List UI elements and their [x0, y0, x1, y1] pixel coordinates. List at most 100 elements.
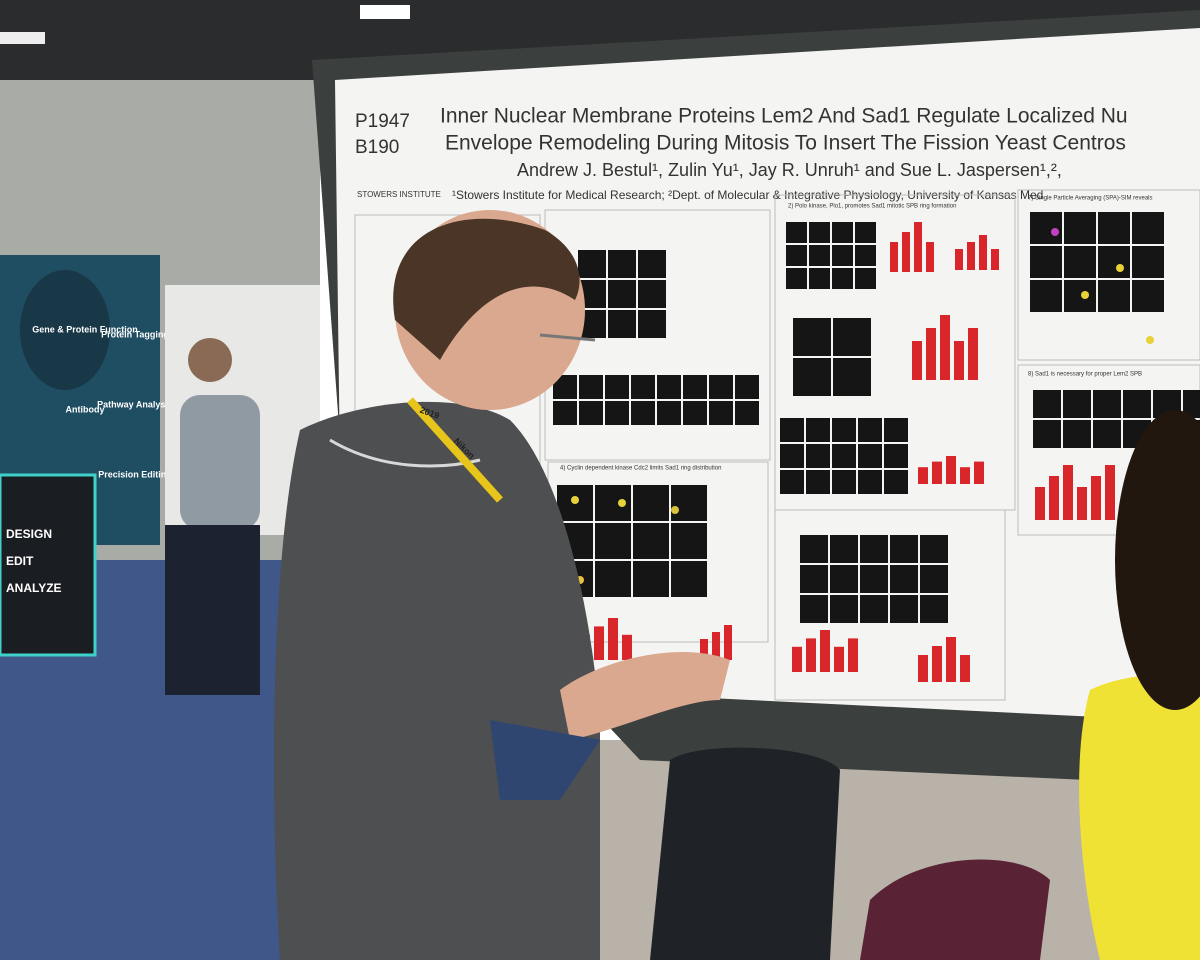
hair	[393, 218, 580, 360]
micrograph	[800, 595, 828, 623]
poster-bar	[594, 626, 604, 660]
micrograph	[605, 401, 629, 425]
poster-title: Inner Nuclear Membrane Proteins Lem2 And…	[440, 105, 1128, 128]
micrograph	[884, 444, 908, 468]
kiosk-text: EDIT	[6, 554, 34, 568]
micrograph	[638, 310, 666, 338]
poster-bar	[914, 222, 922, 272]
micrograph	[579, 401, 603, 425]
poster-bar	[1049, 476, 1059, 520]
micrograph	[1030, 280, 1062, 312]
micrograph	[709, 401, 733, 425]
poster-bar	[946, 637, 956, 682]
micrograph	[786, 268, 807, 289]
micrograph	[830, 595, 858, 623]
micrograph	[800, 565, 828, 593]
micrograph	[884, 470, 908, 494]
micrograph	[1132, 212, 1164, 244]
poster-bar	[712, 632, 720, 660]
poster-panel	[1017, 364, 1200, 536]
fluorescence	[671, 506, 679, 514]
poster-bar	[991, 249, 999, 270]
micrograph	[709, 375, 733, 399]
micrograph	[595, 561, 631, 597]
micrograph	[1030, 246, 1062, 278]
micrograph	[1064, 212, 1096, 244]
poster-bar	[960, 655, 970, 682]
section-heading: 8) Sad1 is necessary for proper Lem2 SPB	[1028, 372, 1142, 378]
micrograph	[858, 444, 882, 468]
micrograph	[830, 535, 858, 563]
poster-id: P1947	[355, 111, 410, 132]
micrograph	[633, 485, 669, 521]
fluorescence	[1081, 291, 1089, 299]
micrograph	[553, 401, 577, 425]
micrograph	[855, 245, 876, 266]
micrograph	[1033, 420, 1061, 448]
micrograph	[786, 222, 807, 243]
section-heading: 2) Polo kinase, Plo1, promotes Sad1 mito…	[788, 204, 956, 210]
poster-authors: Andrew J. Bestul¹, Zulin Yu¹, Jay R. Unr…	[517, 160, 1062, 180]
fluorescence	[571, 496, 579, 504]
glasses	[539, 333, 596, 342]
person-head	[188, 338, 232, 382]
poster-bar	[890, 242, 898, 272]
micrograph	[830, 565, 858, 593]
micrograph	[1098, 246, 1130, 278]
micrograph	[780, 470, 804, 494]
micrograph	[633, 561, 669, 597]
micrograph	[605, 375, 629, 399]
micrograph	[786, 245, 807, 266]
micrograph	[860, 565, 888, 593]
micrograph	[780, 418, 804, 442]
section-heading: 7) Single Particle Averaging (SPA)-SIM r…	[1028, 196, 1153, 202]
micrograph	[890, 565, 918, 593]
poster-bar	[1063, 465, 1073, 520]
person-shirt	[1079, 675, 1200, 960]
poster-bar	[967, 242, 975, 270]
micrograph	[735, 375, 759, 399]
poster-bar	[912, 341, 922, 380]
micrograph	[1064, 280, 1096, 312]
section-heading: 4) Cyclin dependent kinase Cdc2 limits S…	[560, 466, 721, 472]
poster-bar	[918, 655, 928, 682]
fluorescence	[1116, 264, 1124, 272]
poster-bar	[608, 618, 618, 660]
person-legs	[165, 525, 260, 695]
booth-text: Gene & Protein Function	[32, 324, 138, 334]
micrograph	[579, 375, 603, 399]
poster-bar	[834, 646, 844, 672]
micrograph	[735, 401, 759, 425]
micrograph	[1063, 420, 1091, 448]
micrograph	[920, 535, 948, 563]
micrograph	[608, 280, 636, 308]
micrograph	[671, 485, 707, 521]
kiosk-text: DESIGN	[6, 527, 52, 541]
micrograph	[780, 444, 804, 468]
micrograph	[793, 358, 831, 396]
poster-bar	[1091, 476, 1101, 520]
micrograph	[595, 523, 631, 559]
kiosk	[0, 473, 97, 657]
micrograph	[920, 565, 948, 593]
fluorescence	[618, 499, 626, 507]
micrograph	[1093, 390, 1121, 418]
poster-bar	[926, 242, 934, 272]
sleeve	[490, 720, 600, 800]
poster-bar	[622, 634, 632, 660]
poster-bar	[974, 461, 984, 484]
micrograph	[1183, 390, 1200, 418]
micrograph	[884, 418, 908, 442]
micrograph	[860, 535, 888, 563]
poster-bar	[940, 315, 950, 380]
micrograph	[858, 470, 882, 494]
booth-text: Pathway Analysis	[97, 399, 173, 409]
micrograph	[1098, 280, 1130, 312]
poster-bar	[792, 646, 802, 672]
micrograph	[855, 222, 876, 243]
micrograph	[806, 418, 830, 442]
micrograph	[833, 358, 871, 396]
poster-bar	[820, 630, 830, 672]
poster-bar	[960, 467, 970, 484]
